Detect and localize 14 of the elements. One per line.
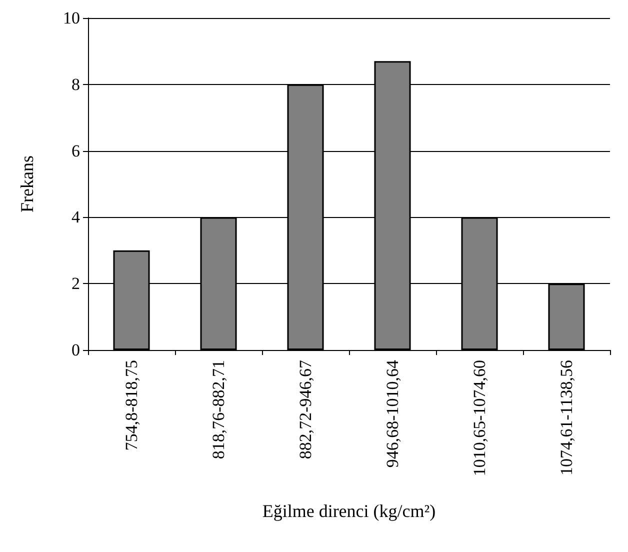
- x-tick-label: 1074,61-1138,56: [557, 360, 576, 476]
- x-tick-label: 882,72-946,67: [296, 360, 315, 460]
- x-tick-label: 818,76-882,71: [209, 360, 228, 460]
- x-tick-label: 946,68-1010,64: [383, 360, 402, 468]
- y-tick-label: 10: [63, 8, 80, 28]
- x-tick-label: 754,8-818,75: [122, 360, 141, 451]
- y-tick-label: 6: [72, 141, 80, 160]
- y-tick-label: 8: [72, 74, 80, 94]
- x-tick-label: 1010,65-1074,60: [470, 360, 489, 476]
- y-tick-label: 2: [72, 274, 80, 294]
- y-tick-label: 4: [72, 208, 80, 227]
- x-axis-title: Eğilme direnci (kg/cm²): [262, 501, 436, 521]
- y-axis-title: Frekans: [17, 156, 37, 212]
- y-tick-label: 0: [72, 340, 80, 360]
